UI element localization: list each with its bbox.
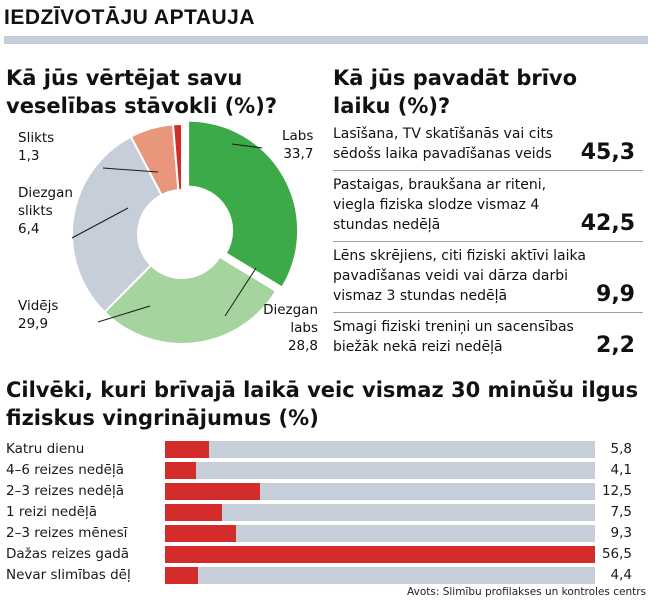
leisure-row-label: Smagi fiziski treniņi un sacensības biež… [333,319,574,355]
bar-value: 4,1 [610,462,632,478]
pie-label-diezgan-slikts-name: Diezgan slikts [18,185,73,219]
pie-chart [71,120,300,345]
header-title: IEDZĪVOTĀJU APTAUJA [4,6,256,29]
bar-value: 7,5 [610,504,632,520]
pie-leader-line [102,167,159,173]
leisure-row: Lasīšana, TV skatīšanās vai cits sēdošs … [333,124,643,171]
leisure-row: Lēns skrējiens, citi fiziski aktīvi laik… [333,246,643,313]
pie-label-labs-value: 33,7 [283,146,314,162]
bar-fill [165,483,261,500]
leisure-row-value: 45,3 [580,140,635,165]
pie-label-videjs: Vidējs 29,9 [18,297,58,333]
bar-track [165,525,595,542]
leisure-row: Smagi fiziski treniņi un sacensības biež… [333,317,643,363]
header-bar [4,36,648,44]
pie-label-diezgan-labs: Diezgan labs 28,8 [256,301,318,355]
pie-label-labs-name: Labs [282,128,314,144]
leisure-row-label: Lēns skrējiens, citi fiziski aktīvi laik… [333,248,586,304]
bar-track [165,546,595,563]
leisure-row-label: Pastaigas, braukšana ar riteni, viegla f… [333,177,547,233]
bar-fill [165,567,199,584]
bar-fill [165,546,595,563]
pie-leader-line [231,143,263,149]
bar-value: 5,8 [610,441,632,457]
bar-track [165,441,595,458]
leisure-row-value: 42,5 [580,211,635,236]
leisure-row-label: Lasīšana, TV skatīšanās vai cits sēdošs … [333,126,554,162]
pie-slice-slikts [171,122,183,192]
pie-leader-line [71,207,129,239]
bar-label: 1 reizi nedēļā [6,504,98,520]
leisure-title: Kā jūs pavadāt brīvo laiku (%)? [333,66,578,118]
bar-label: Dažas reizes gadā [6,546,130,562]
pie-label-diezgan-slikts-value: 6,4 [18,221,40,237]
pie-label-labs: Labs 33,7 [282,127,313,163]
pie-leader-line [97,305,151,323]
pie-label-videjs-value: 29,9 [18,316,49,332]
leisure-row: Pastaigas, braukšana ar riteni, viegla f… [333,175,643,242]
pie-label-diezgan-slikts: Diezgan slikts 6,4 [18,184,98,238]
bar-track [165,462,595,479]
bar-label: Katru dienu [6,441,85,457]
bar-chart-title: Cilvēki, kuri brīvajā laikā veic vismaz … [6,378,639,430]
bar-track [165,567,595,584]
bar-value: 9,3 [610,525,632,541]
bar-fill [165,525,236,542]
pie-leader-line [224,267,257,317]
pie-chart-title: Kā jūs vērtējat savu veselības stāvokli … [6,66,278,118]
bar-fill [165,462,197,479]
leisure-row-value: 9,9 [596,282,635,307]
pie-slice-labs [187,120,300,289]
pie-label-slikts-value: 1,3 [18,148,40,164]
pie-label-diezgan-labs-value: 28,8 [287,338,318,354]
pie-slice-diezgan-labs [103,255,278,345]
bar-label: Nevar slimības dēļ [6,567,131,583]
pie-label-videjs-name: Vidējs [18,298,59,314]
leisure-row-value: 2,2 [596,333,635,358]
pie-slice-vidjs [71,135,163,314]
bar-track [165,483,595,500]
bar-fill [165,441,210,458]
pie-label-diezgan-labs-name: Diezgan labs [263,302,318,336]
bar-label: 2–3 reizes nedēļā [6,483,125,499]
bar-value: 4,4 [610,567,632,583]
pie-label-slikts: Slikts 1,3 [18,129,54,165]
bar-track [165,504,595,521]
bar-value: 12,5 [601,483,632,499]
bar-label: 4–6 reizes nedēļā [6,462,125,478]
header: IEDZĪVOTĀJU APTAUJA [4,2,648,44]
pie-label-slikts-name: Slikts [18,130,55,146]
bar-label: 2–3 reizes mēnesī [6,525,128,541]
source-note: Avots: Slimību profilakses un kontroles … [407,586,646,598]
bar-fill [165,504,223,521]
bar-value: 56,5 [601,546,632,562]
